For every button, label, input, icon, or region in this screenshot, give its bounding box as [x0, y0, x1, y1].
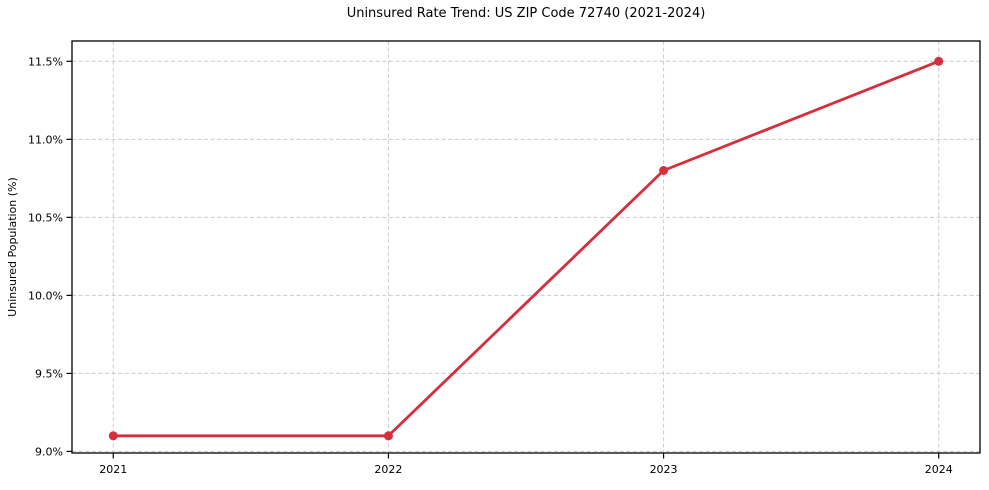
y-tick-label: 11.0%: [28, 133, 63, 146]
x-tick-label: 2023: [650, 463, 678, 476]
y-tick-label: 10.5%: [28, 211, 63, 224]
data-point-2023: [659, 166, 669, 175]
y-tick-label: 9.5%: [35, 367, 63, 380]
y-tick-label: 10.0%: [28, 289, 63, 302]
data-point-2021: [108, 431, 118, 441]
axis-frame: [71, 40, 981, 454]
y-tick-label: 9.0%: [35, 445, 63, 458]
data-point-2022: [383, 431, 393, 441]
data-point-2024: [934, 56, 944, 66]
chart-title: Uninsured Rate Trend: US ZIP Code 72740 …: [346, 6, 706, 21]
x-tick-label: 2022: [374, 463, 402, 476]
trend-line: [111, 59, 941, 438]
y-tick-label: 11.5%: [28, 55, 63, 68]
x-tick-label: 2024: [925, 463, 953, 476]
x-tick-label: 2021: [99, 463, 127, 476]
